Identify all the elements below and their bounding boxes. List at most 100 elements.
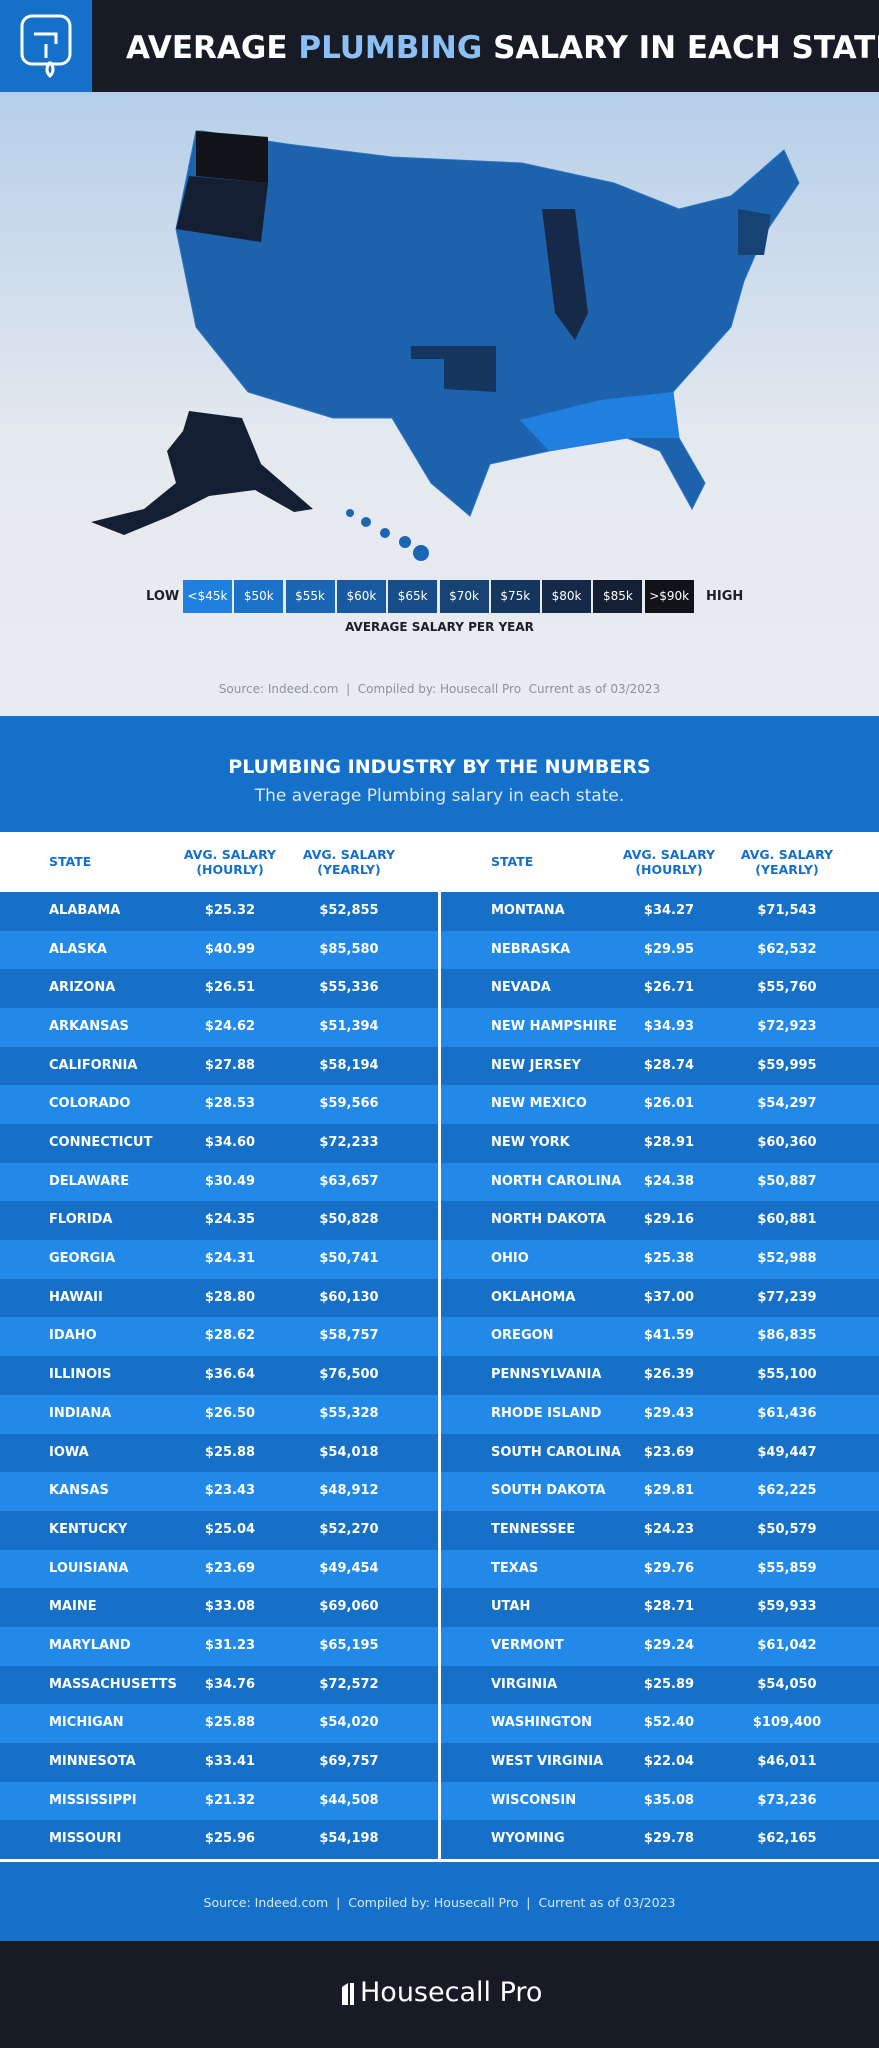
table-row: MINNESOTA $33.41 $69,757: [0, 1742, 438, 1782]
yearly-salary: $55,328: [319, 1405, 379, 1421]
table-row: RHODE ISLAND $29.43 $61,436: [441, 1394, 879, 1434]
yearly-salary: $52,855: [319, 903, 379, 918]
yearly-salary: $58,194: [319, 1057, 379, 1073]
hourly-salary: $29.95: [643, 941, 695, 957]
hourly-salary: $23.69: [204, 1560, 256, 1576]
yearly-salary: $62,532: [757, 941, 817, 957]
table-row: MARYLAND $31.23 $65,195: [0, 1626, 438, 1666]
state-name: NORTH CAROLINA: [491, 1173, 622, 1189]
hourly-salary: $23.43: [204, 1483, 256, 1499]
state-name: LOUISIANA: [49, 1560, 129, 1576]
state-name: OKLAHOMA: [491, 1289, 576, 1305]
map-source: Source: Indeed.com | Compiled by: Housec…: [218, 682, 661, 696]
table-row: MICHIGAN $25.88 $54,020: [0, 1704, 438, 1743]
state-name: ILLINOIS: [49, 1367, 112, 1383]
state-name: MISSOURI: [49, 1831, 122, 1847]
table-row: MISSOURI $25.96 $54,198: [0, 1820, 438, 1859]
state-name: TENNESSEE: [491, 1521, 576, 1537]
yearly-salary: $59,566: [319, 1096, 379, 1112]
state-name: COLORADO: [49, 1096, 131, 1112]
yearly-salary: $60,360: [757, 1135, 817, 1151]
hourly-salary: $24.23: [643, 1521, 695, 1537]
column-header: AVG. SALARY (HOURLY): [170, 847, 290, 877]
table-row: NORTH CAROLINA $24.38 $50,887: [441, 1162, 879, 1202]
divider: [438, 832, 441, 1860]
legend-low: LOW: [146, 589, 180, 604]
hourly-salary: $23.69: [643, 1444, 695, 1460]
table-row: OREGON $41.59 $86,835: [441, 1317, 879, 1357]
header: AVERAGE PLUMBING SALARY IN EACH STATE: [0, 0, 879, 92]
legend-caption: AVERAGE SALARY PER YEAR: [345, 620, 534, 634]
table-row: IDAHO $28.62 $58,757: [0, 1317, 438, 1357]
column-header-line: STATE: [491, 854, 534, 869]
yearly-salary: $63,657: [319, 1173, 379, 1189]
map-hawaii: [361, 517, 371, 527]
hourly-salary: $25.88: [204, 1715, 256, 1731]
state-name: MINNESOTA: [49, 1753, 136, 1769]
hourly-salary: $33.41: [204, 1753, 256, 1769]
state-name: OREGON: [491, 1328, 554, 1344]
table-row: TENNESSEE $24.23 $50,579: [441, 1510, 879, 1550]
column-header: AVG. SALARY (YEARLY): [727, 847, 847, 877]
column-header-line: AVG. SALARY: [622, 847, 716, 862]
footer-source: Source: Indeed.com | Compiled by: Housec…: [203, 1895, 676, 1910]
legend-item: $80k: [542, 580, 592, 613]
table-row: SOUTH DAKOTA $29.81 $62,225: [441, 1472, 879, 1511]
yearly-salary: $58,757: [319, 1328, 379, 1344]
hourly-salary: $28.91: [643, 1135, 695, 1151]
hourly-salary: $21.32: [204, 1792, 256, 1808]
hourly-salary: $25.96: [204, 1831, 256, 1847]
table-row: IOWA $25.88 $54,018: [0, 1433, 438, 1473]
yearly-salary: $48,912: [319, 1483, 379, 1499]
map-hawaii: [399, 536, 411, 548]
state-name: NEVADA: [491, 980, 551, 996]
hourly-salary: $25.04: [204, 1521, 256, 1537]
state-name: UTAH: [491, 1599, 531, 1615]
hourly-salary: $30.49: [204, 1173, 256, 1189]
hourly-salary: $29.78: [643, 1831, 695, 1847]
yearly-salary: $76,500: [319, 1367, 379, 1383]
column-header-line: (HOURLY): [196, 862, 264, 877]
logo-icon: [20, 14, 72, 79]
yearly-salary: $55,760: [757, 980, 817, 996]
state-name: TEXAS: [491, 1560, 539, 1576]
state-name: NORTH DAKOTA: [491, 1212, 606, 1228]
map-hawaii: [380, 528, 390, 538]
hourly-salary: $34.27: [643, 903, 695, 918]
state-name: SOUTH DAKOTA: [491, 1483, 606, 1499]
yearly-salary: $54,297: [757, 1096, 817, 1112]
hourly-salary: $24.38: [643, 1173, 695, 1189]
yearly-salary: $73,236: [757, 1792, 817, 1808]
hourly-salary: $25.38: [643, 1251, 695, 1267]
title: AVERAGE PLUMBING SALARY IN EACH STATE: [126, 0, 879, 92]
state-name: IOWA: [49, 1444, 89, 1460]
table-row: TEXAS $29.76 $55,859: [441, 1549, 879, 1589]
yearly-salary: $55,100: [757, 1367, 817, 1383]
yearly-salary: $50,741: [319, 1251, 379, 1267]
state-name: DELAWARE: [49, 1173, 130, 1189]
table-row: ARIZONA $26.51 $55,336: [0, 969, 438, 1009]
map-us: [175, 130, 800, 517]
hourly-salary: $35.08: [643, 1792, 695, 1808]
map-hawaii: [413, 545, 429, 561]
brand-bar: Housecall Pro: [0, 1941, 879, 2048]
table-row: WYOMING $29.78 $62,165: [441, 1820, 879, 1859]
state-name: MONTANA: [491, 903, 565, 918]
state-name: ARIZONA: [49, 980, 116, 996]
map-region-or: [176, 176, 268, 242]
brand-icon: [342, 1983, 354, 2005]
state-name: NEW JERSEY: [491, 1057, 582, 1073]
table-row: MONTANA $34.27 $71,543: [441, 892, 879, 931]
map-region-ok: [411, 346, 496, 392]
table-row: COLORADO $28.53 $59,566: [0, 1085, 438, 1125]
yearly-salary: $54,020: [319, 1715, 379, 1731]
yearly-salary: $65,195: [319, 1637, 379, 1653]
state-name: NEW YORK: [491, 1135, 570, 1151]
title-prefix: AVERAGE: [126, 30, 288, 66]
section-subtitle: The average Plumbing salary in each stat…: [254, 786, 625, 806]
state-name: KENTUCKY: [49, 1521, 128, 1537]
table-row: KENTUCKY $25.04 $52,270: [0, 1510, 438, 1550]
table-row: VERMONT $29.24 $61,042: [441, 1626, 879, 1666]
table-row: NEBRASKA $29.95 $62,532: [441, 930, 879, 970]
